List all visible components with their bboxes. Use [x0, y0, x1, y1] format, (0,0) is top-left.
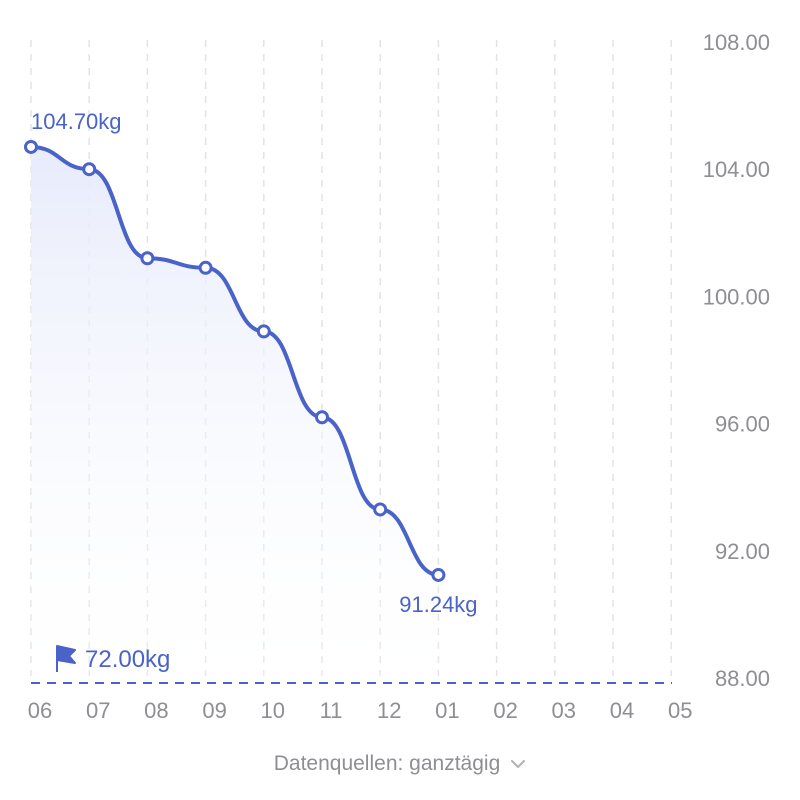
x-tick-label: 11	[320, 698, 343, 723]
data-source-selector[interactable]: Datenquellen: ganztägig	[0, 752, 800, 776]
last-point-label: 91.24kg	[399, 592, 477, 617]
x-tick-label: 12	[377, 698, 401, 723]
data-source-label: Datenquellen: ganztägig	[273, 752, 501, 775]
y-tick-label: 108.00	[703, 30, 770, 55]
x-tick-label: 08	[144, 698, 168, 723]
y-tick-label: 100.00	[703, 284, 770, 309]
y-tick-label: 92.00	[715, 539, 770, 564]
data-points	[24, 139, 446, 582]
chevron-down-icon	[511, 760, 526, 768]
data-point[interactable]	[431, 567, 446, 582]
x-tick-label: 09	[202, 698, 226, 723]
first-point-label: 104.70kg	[31, 109, 122, 134]
y-tick-label: 88.00	[715, 666, 770, 691]
goal-flag-icon	[56, 645, 76, 672]
x-tick-label: 07	[86, 698, 110, 723]
y-tick-label: 104.00	[703, 157, 770, 182]
goal-label: 72.00kg	[85, 646, 170, 673]
y-tick-label: 96.00	[715, 412, 770, 437]
x-tick-label: 04	[610, 698, 634, 723]
data-point[interactable]	[198, 260, 213, 275]
data-point[interactable]	[140, 251, 155, 266]
x-tick-label: 02	[493, 698, 517, 723]
data-point[interactable]	[315, 410, 329, 425]
data-point[interactable]	[373, 502, 388, 517]
data-point[interactable]	[256, 324, 271, 339]
y-axis: 108.00 104.00 100.00 96.00 92.00 88.00	[703, 30, 770, 691]
weight-chart: 108.00 104.00 100.00 96.00 92.00 88.00 06 07 08…	[24, 30, 770, 723]
x-tick-label: 03	[552, 698, 576, 723]
x-axis: 06 07 08 09 10 11 12 01 02 03 04 05	[28, 698, 693, 723]
data-point[interactable]	[24, 139, 38, 154]
series-area	[31, 146, 439, 678]
x-tick-label: 06	[28, 698, 52, 723]
data-point[interactable]	[82, 162, 97, 177]
x-tick-label: 10	[261, 698, 285, 723]
x-tick-label: 05	[668, 698, 692, 723]
x-tick-label: 01	[435, 698, 459, 723]
